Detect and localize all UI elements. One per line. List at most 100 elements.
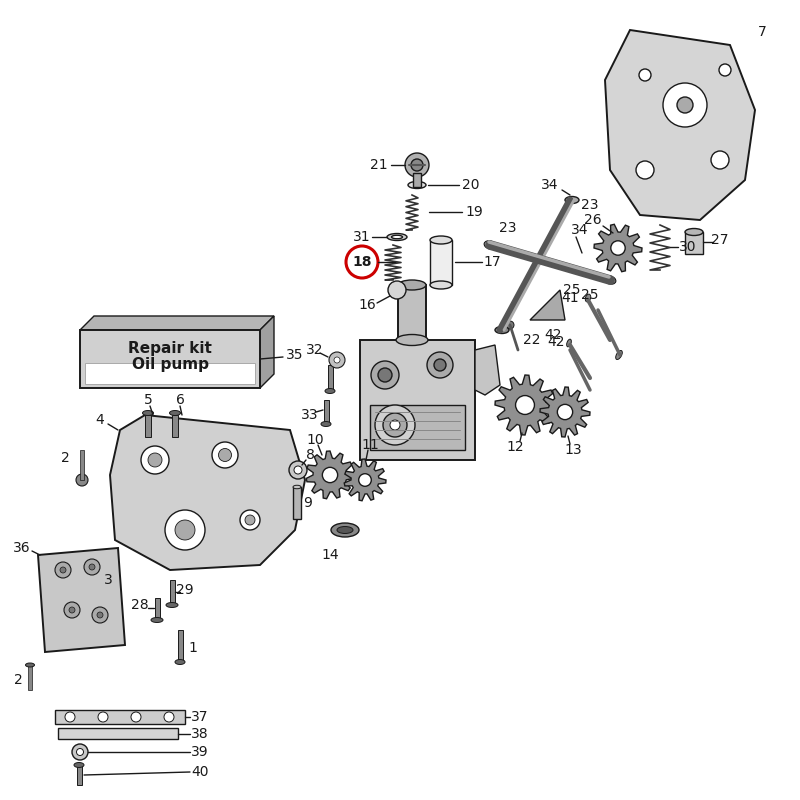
Text: 39: 39	[191, 745, 209, 759]
Bar	[80, 450, 84, 480]
Circle shape	[405, 153, 429, 177]
Text: 28: 28	[131, 598, 149, 612]
Ellipse shape	[408, 182, 426, 189]
Text: 4: 4	[96, 413, 104, 427]
Text: 18: 18	[352, 255, 372, 269]
Text: 2: 2	[61, 451, 70, 465]
Text: 5: 5	[144, 393, 152, 407]
Text: 27: 27	[711, 233, 729, 247]
Circle shape	[375, 405, 415, 445]
Circle shape	[212, 442, 238, 468]
Circle shape	[60, 567, 66, 573]
Polygon shape	[540, 387, 590, 437]
Text: 34: 34	[571, 223, 589, 237]
Circle shape	[165, 510, 205, 550]
Text: 26: 26	[584, 213, 602, 227]
Bar	[685, 232, 703, 254]
Ellipse shape	[586, 294, 590, 302]
Ellipse shape	[604, 276, 616, 284]
Text: 23: 23	[582, 198, 598, 212]
Ellipse shape	[293, 486, 301, 489]
Circle shape	[141, 446, 169, 474]
Polygon shape	[475, 345, 500, 395]
Text: 35: 35	[286, 348, 304, 362]
Circle shape	[294, 466, 302, 474]
Circle shape	[77, 749, 83, 755]
Text: 6: 6	[175, 393, 185, 407]
Circle shape	[434, 359, 446, 371]
Circle shape	[131, 712, 141, 722]
Text: 36: 36	[13, 541, 31, 555]
Circle shape	[92, 607, 108, 623]
Circle shape	[558, 404, 573, 420]
Bar	[413, 173, 421, 187]
Polygon shape	[594, 224, 642, 272]
Ellipse shape	[396, 334, 428, 346]
Circle shape	[346, 246, 378, 278]
Circle shape	[427, 352, 453, 378]
Ellipse shape	[166, 602, 178, 607]
Circle shape	[148, 453, 162, 467]
Ellipse shape	[325, 389, 335, 394]
Text: 10: 10	[306, 433, 324, 447]
Ellipse shape	[430, 236, 452, 244]
Text: 32: 32	[306, 343, 324, 357]
Bar	[55, 710, 185, 724]
Text: 42: 42	[547, 335, 565, 349]
Text: 16: 16	[358, 298, 376, 312]
Circle shape	[663, 83, 707, 127]
Ellipse shape	[321, 422, 331, 426]
Ellipse shape	[175, 659, 185, 665]
Polygon shape	[306, 451, 354, 498]
Circle shape	[506, 321, 514, 329]
Circle shape	[240, 510, 260, 530]
Text: 25: 25	[582, 288, 598, 302]
Bar	[170, 580, 175, 605]
Circle shape	[69, 607, 75, 613]
Bar	[328, 365, 333, 391]
Ellipse shape	[391, 235, 402, 238]
Bar	[324, 400, 329, 424]
Bar	[58, 728, 178, 739]
Text: 40: 40	[191, 765, 209, 779]
Ellipse shape	[142, 410, 154, 415]
Circle shape	[322, 467, 338, 482]
Circle shape	[218, 449, 231, 462]
Circle shape	[611, 241, 626, 255]
Bar	[178, 630, 183, 662]
Bar	[145, 415, 151, 437]
Polygon shape	[344, 459, 386, 501]
Text: 34: 34	[542, 178, 558, 192]
Circle shape	[371, 361, 399, 389]
Text: 7: 7	[758, 25, 766, 39]
Text: 19: 19	[465, 205, 483, 219]
Circle shape	[76, 474, 88, 486]
Text: 33: 33	[302, 408, 318, 422]
Bar	[293, 487, 301, 519]
Text: 8: 8	[306, 448, 314, 462]
Text: 3: 3	[104, 573, 112, 587]
Bar	[398, 285, 426, 340]
Text: 30: 30	[679, 240, 697, 254]
Text: 14: 14	[321, 548, 339, 562]
Ellipse shape	[387, 234, 407, 241]
Text: 12: 12	[506, 440, 524, 454]
Circle shape	[245, 515, 255, 525]
Text: 20: 20	[462, 178, 480, 192]
Circle shape	[64, 602, 80, 618]
Text: 21: 21	[370, 158, 388, 172]
Bar	[360, 340, 475, 460]
Ellipse shape	[26, 663, 34, 667]
Bar	[172, 415, 178, 437]
Bar	[80, 330, 260, 388]
Circle shape	[289, 461, 307, 479]
Polygon shape	[605, 30, 755, 220]
Circle shape	[329, 352, 345, 368]
Ellipse shape	[616, 350, 622, 359]
Text: 1: 1	[189, 641, 198, 655]
Ellipse shape	[495, 326, 509, 334]
Ellipse shape	[484, 241, 496, 249]
Circle shape	[378, 368, 392, 382]
Text: 2: 2	[14, 673, 22, 687]
Polygon shape	[80, 316, 274, 330]
